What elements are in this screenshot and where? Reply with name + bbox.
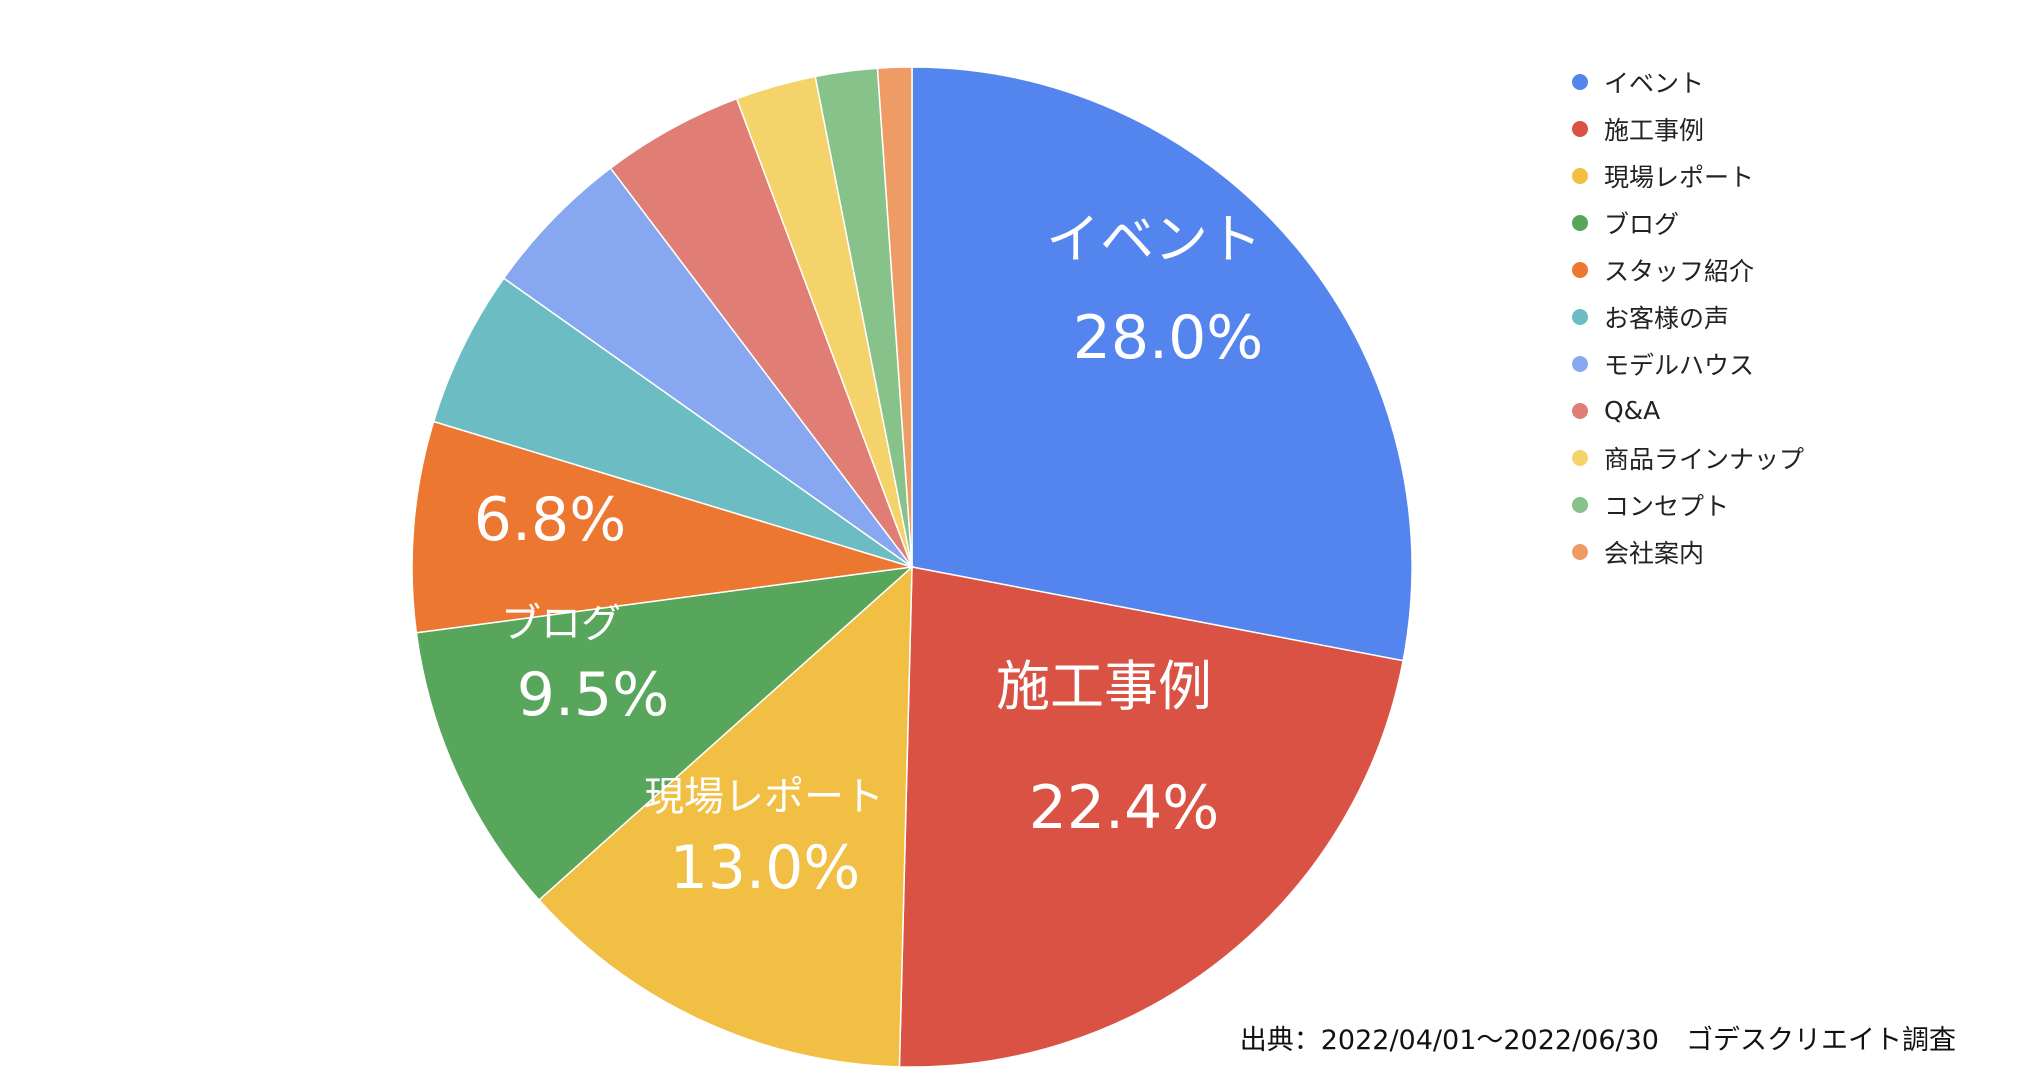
slice-value-label: 28.0%: [1073, 303, 1264, 373]
legend-item: 施工事例: [1572, 105, 1804, 152]
pie-labels: イベント 28.0% 施工事例 22.4% 現場レポート 13.0% ブログ 9.5% 6.8%: [474, 208, 1264, 903]
legend-swatch: [1572, 167, 1588, 184]
pie-slice-7: [502, 167, 913, 568]
legend-swatch: [1572, 449, 1588, 466]
legend-swatch: [1572, 120, 1588, 137]
chart-legend: イベント施工事例現場レポート ブログスタッフ紹介 お客様の声モデルハウス Q&A 商品ラ…: [1572, 58, 1804, 575]
slice-name-label: ブログ: [501, 601, 621, 647]
legend-swatch: [1572, 214, 1588, 231]
legend-swatch: [1572, 402, 1588, 419]
slice-value-label: 13.0%: [670, 833, 861, 903]
legend-label: スタッフ紹介: [1604, 256, 1755, 286]
slice-value-label: 22.4%: [1029, 773, 1220, 843]
legend-item: イベント: [1572, 58, 1804, 105]
legend-swatch: [1572, 543, 1588, 560]
pie-slice-4: [415, 565, 915, 902]
legend-label: イベント: [1604, 68, 1705, 98]
legend-label: 会社案内: [1604, 538, 1705, 568]
legend-label: 施工事例: [1604, 115, 1705, 145]
legend-item: ブログ: [1572, 199, 1804, 246]
legend-label: コンセプト: [1604, 491, 1730, 521]
pie-slice-11: [876, 66, 913, 568]
source-note: 出典：2022/04/01〜2022/06/30 ゴデスクリエイト調査: [1239, 1025, 1956, 1056]
legend-item: お客様の声: [1572, 293, 1804, 340]
slice-value-label: 9.5%: [517, 660, 669, 730]
legend-item: コンセプト: [1572, 481, 1804, 528]
legend-item: 商品ラインナップ: [1572, 434, 1804, 481]
legend-swatch: [1572, 496, 1588, 513]
slice-name-label: 施工事例: [996, 655, 1212, 718]
legend-label: ブログ: [1604, 209, 1680, 239]
legend-item: モデルハウス: [1572, 340, 1804, 387]
pie-slices: [411, 66, 1413, 1068]
legend-item: 会社案内: [1572, 528, 1804, 575]
legend-swatch: [1572, 308, 1588, 325]
pie-slice-1: [911, 66, 1413, 662]
legend-item: 現場レポート: [1572, 152, 1804, 199]
legend-swatch: [1572, 261, 1588, 278]
pie-slice-3: [537, 565, 913, 1068]
legend-label: 現場レポート: [1604, 162, 1755, 192]
legend-item: Q&A: [1572, 387, 1804, 434]
pie-slice-5: [411, 420, 913, 634]
slice-name-label: 現場レポート: [644, 774, 884, 820]
pie-slice-6: [432, 277, 913, 568]
legend-item: スタッフ紹介: [1572, 246, 1804, 293]
legend-label: Q&A: [1604, 396, 1661, 425]
slice-name-label: イベント: [1046, 208, 1262, 271]
legend-swatch: [1572, 355, 1588, 372]
pie-slice-2: [898, 566, 1405, 1068]
legend-swatch: [1572, 73, 1588, 90]
legend-label: モデルハウス: [1604, 350, 1755, 380]
legend-label: 商品ラインナップ: [1604, 444, 1805, 474]
slice-value-label: 6.8%: [474, 485, 626, 555]
legend-label: お客様の声: [1604, 303, 1730, 333]
